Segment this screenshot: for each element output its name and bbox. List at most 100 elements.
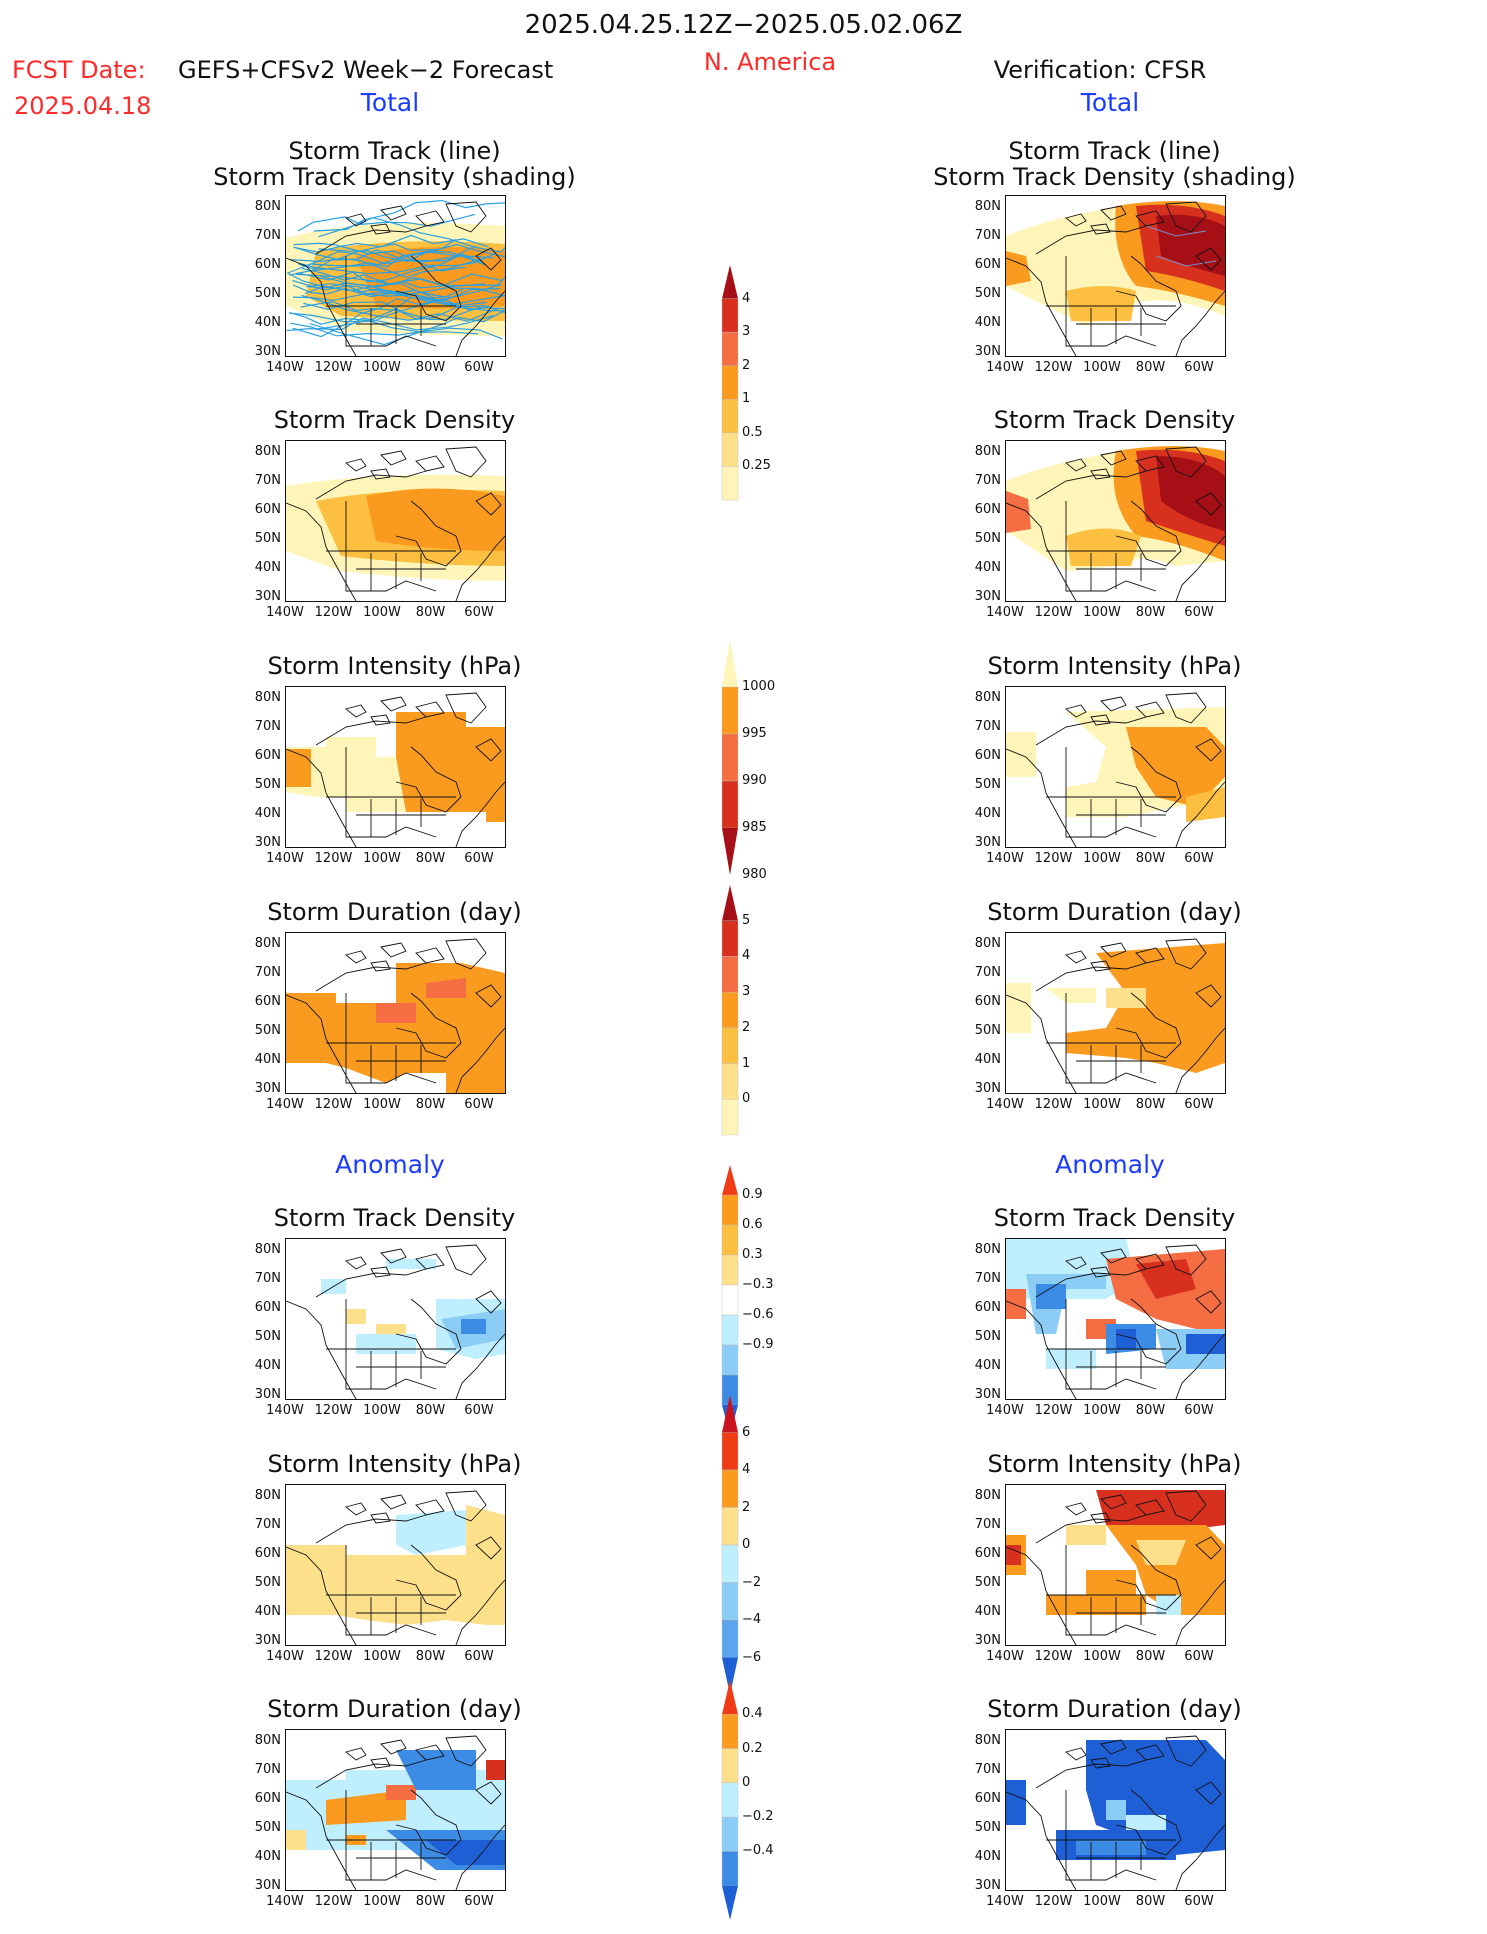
- coastline: [1115, 255, 1182, 322]
- colorbar-tick-label: 1000: [742, 679, 776, 694]
- coastline: [1006, 748, 1077, 847]
- colorbar-cap-top: [722, 885, 738, 921]
- colorbar-tick-label: −0.6: [742, 1307, 774, 1322]
- storm-track-line: [296, 253, 482, 283]
- lat-tick-label: 30N: [254, 589, 281, 604]
- lat-tick-label: 30N: [974, 1633, 1001, 1648]
- coastline: [1100, 942, 1127, 958]
- shading-region: [1046, 1349, 1096, 1369]
- shading-region: [366, 488, 505, 551]
- lat-tick-label: 60N: [974, 1791, 1001, 1806]
- shading-region: [1186, 787, 1225, 822]
- coastline: [415, 1253, 445, 1270]
- coastline: [1090, 223, 1111, 235]
- coastline: [1165, 692, 1207, 724]
- coastline: [1175, 1027, 1225, 1093]
- coastline: [455, 535, 505, 601]
- coastline: [1090, 714, 1111, 726]
- colorbar-cap-bottom: [722, 1657, 738, 1695]
- shading-region: [1126, 727, 1225, 807]
- lat-tick-label: 50N: [254, 1023, 281, 1038]
- shading-region: [1066, 286, 1136, 321]
- section-anomaly-right: Anomaly: [1055, 1150, 1165, 1179]
- lat-tick-label: 70N: [254, 1517, 281, 1532]
- lon-tick-label: 80W: [1135, 1403, 1166, 1418]
- coastline: [1165, 1244, 1207, 1276]
- colorbar-tick-label: 0.6: [742, 1217, 763, 1232]
- lat-tick-label: 80N: [254, 1242, 281, 1257]
- colorbar-cap-bottom: [722, 828, 738, 875]
- panel-title-duration-verification: Storm Duration (day): [987, 1695, 1242, 1723]
- coastline: [345, 1043, 437, 1084]
- colorbar-tick-label: 6: [742, 1424, 751, 1440]
- coastline: [1065, 1043, 1157, 1084]
- map-duration-verification: [1005, 932, 1226, 1094]
- coastline: [380, 1739, 407, 1755]
- lat-tick-label: 60N: [974, 994, 1001, 1009]
- coastline: [1035, 1514, 1147, 1544]
- lon-tick-label: 140W: [986, 360, 1024, 375]
- fcst-date-value: 2025.04.18: [14, 92, 152, 120]
- storm-track-line: [313, 199, 505, 232]
- colorbar-cap-top: [722, 1680, 738, 1715]
- coastline: [380, 205, 407, 221]
- coastline: [395, 1789, 462, 1856]
- panel-title-density-forecast: Storm Track Density: [273, 1204, 516, 1232]
- lon-tick-label: 60W: [1184, 851, 1214, 866]
- lat-tick-label: 70N: [254, 228, 281, 243]
- coastline: [445, 201, 487, 233]
- coastline: [380, 1248, 407, 1264]
- coastline: [1076, 1045, 1166, 1083]
- shading-region: [1046, 1595, 1146, 1615]
- shading-region: [1116, 1329, 1136, 1349]
- coastline: [356, 799, 446, 837]
- lat-tick-label: 80N: [254, 1488, 281, 1503]
- shading-region: [286, 1830, 306, 1850]
- storm-track-line: [289, 283, 502, 323]
- coastline: [1035, 1759, 1147, 1789]
- coastline: [1100, 1739, 1127, 1755]
- shading-region: [1156, 214, 1225, 276]
- colorbar-segment: [721, 1782, 739, 1818]
- shading-region: [1036, 1284, 1066, 1309]
- lon-tick-label: 120W: [1034, 605, 1073, 620]
- coastline: [395, 746, 462, 813]
- lat-tick-label: 30N: [974, 1081, 1001, 1096]
- coastline: [1135, 947, 1165, 964]
- shading-region: [1066, 528, 1141, 566]
- lon-tick-label: 80W: [1135, 851, 1166, 866]
- colorbar-tick-label: 990: [742, 773, 767, 788]
- lon-tick-label: 100W: [363, 1097, 401, 1112]
- map-a_intensity-forecast: [285, 1484, 506, 1646]
- colorbar-segment: [721, 1314, 739, 1346]
- colorbar-tick-label: 2: [742, 1499, 751, 1515]
- shading-region: [286, 1545, 505, 1625]
- coastline: [1076, 1842, 1166, 1880]
- lat-tick-label: 70N: [254, 1271, 281, 1286]
- colorbar-cap-top: [722, 1395, 738, 1433]
- colorbar-segment: [721, 432, 739, 467]
- lon-tick-label: 100W: [363, 1403, 401, 1418]
- coastline: [345, 1502, 367, 1516]
- coastline: [1115, 1544, 1182, 1611]
- lon-tick-label: 140W: [266, 360, 304, 375]
- colorbar-tick-label: 4: [742, 290, 751, 306]
- lat-tick-label: 50N: [254, 286, 281, 301]
- coastline: [1035, 470, 1147, 500]
- lon-tick-label: 80W: [415, 1649, 446, 1664]
- verification-label: Verification: CFSR: [993, 56, 1207, 84]
- colorbar-segment: [721, 1748, 739, 1784]
- shading-region: [376, 1003, 416, 1023]
- coastline: [356, 553, 446, 591]
- lat-tick-label: 70N: [974, 1762, 1001, 1777]
- storm-track-line: [293, 234, 489, 253]
- lat-tick-label: 50N: [974, 1023, 1001, 1038]
- colorbar-segment: [721, 466, 739, 501]
- fcst-date-label: FCST Date:: [12, 56, 146, 84]
- lon-tick-label: 120W: [314, 605, 353, 620]
- storm-track-line: [1145, 225, 1217, 267]
- colorbar-segment: [721, 1582, 739, 1621]
- coastline: [1135, 210, 1165, 227]
- coastline: [1065, 306, 1157, 347]
- coastline: [1076, 1597, 1166, 1635]
